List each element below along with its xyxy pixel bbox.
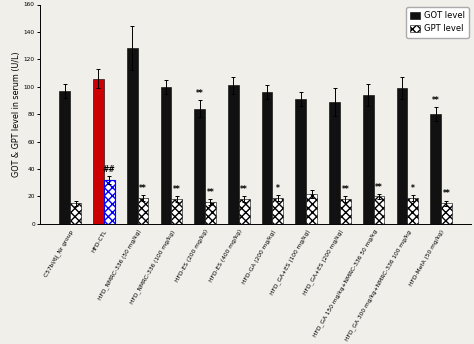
Bar (127, 49, 137, 224)
Bar (295, 99, 306, 224)
Bar (161, 87, 171, 224)
Bar (363, 95, 374, 224)
Text: **: ** (139, 184, 147, 193)
Text: **: ** (443, 190, 450, 198)
Bar (205, 202, 216, 224)
Bar (228, 85, 239, 224)
Y-axis label: GOT & GPT level in serum (U/L): GOT & GPT level in serum (U/L) (12, 51, 21, 177)
Bar (137, 198, 148, 224)
Text: **: ** (341, 185, 349, 194)
Text: **: ** (207, 188, 214, 197)
Bar (262, 92, 273, 224)
Bar (441, 203, 452, 224)
Bar (306, 194, 317, 224)
Bar (430, 114, 441, 224)
Bar (340, 199, 351, 224)
Bar (104, 180, 115, 224)
Bar (273, 198, 283, 224)
Text: **: ** (173, 185, 181, 194)
Text: **: ** (375, 183, 383, 192)
Text: **: ** (240, 185, 248, 194)
Bar (171, 199, 182, 224)
Bar (374, 196, 384, 224)
Text: *: * (276, 184, 280, 193)
Bar (397, 88, 407, 224)
Text: ##: ## (103, 165, 116, 174)
Text: **: ** (432, 96, 439, 105)
Bar (239, 199, 249, 224)
Legend: GOT level, GPT level: GOT level, GPT level (406, 7, 469, 37)
Bar (70, 203, 81, 224)
Bar (194, 109, 205, 224)
Text: *: * (411, 184, 415, 193)
Bar (59, 91, 70, 224)
Text: **: ** (196, 89, 203, 98)
Bar (407, 198, 418, 224)
Bar (329, 102, 340, 224)
Bar (93, 78, 104, 224)
